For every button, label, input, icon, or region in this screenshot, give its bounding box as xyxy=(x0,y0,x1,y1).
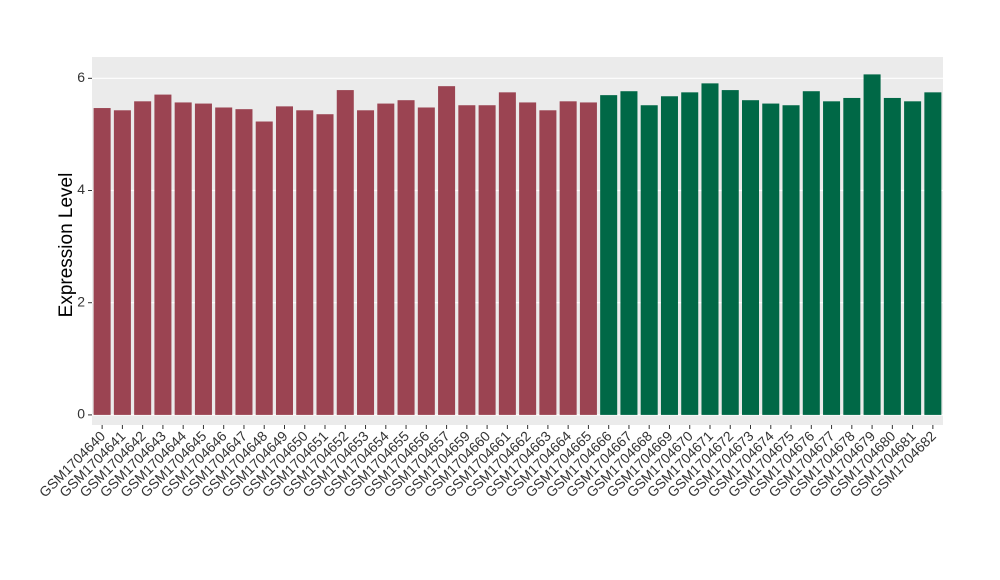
bar xyxy=(498,92,516,415)
bar xyxy=(377,103,395,415)
bar xyxy=(539,110,557,415)
bar xyxy=(275,106,293,415)
bar xyxy=(681,92,699,415)
bar xyxy=(478,105,496,415)
bar xyxy=(823,101,841,415)
bar xyxy=(336,90,354,415)
y-tick-label: 6 xyxy=(77,69,85,85)
bar xyxy=(235,109,253,415)
bar xyxy=(215,107,233,415)
bar xyxy=(559,101,577,415)
y-axis-title: Expression Level xyxy=(56,173,77,318)
bar xyxy=(620,91,638,415)
bar xyxy=(458,105,476,415)
bar xyxy=(93,108,111,415)
bar xyxy=(660,96,678,415)
y-tick-label: 2 xyxy=(77,293,85,309)
panel xyxy=(92,57,943,425)
bar xyxy=(904,101,922,415)
bar xyxy=(640,105,658,415)
bar xyxy=(397,100,415,415)
y-tick-label: 0 xyxy=(77,406,85,422)
bar xyxy=(721,90,739,415)
bar xyxy=(417,107,435,415)
bar xyxy=(863,74,881,415)
bar xyxy=(600,95,618,415)
bar xyxy=(316,114,334,415)
bar xyxy=(883,97,901,415)
bar xyxy=(113,110,131,415)
bar xyxy=(762,103,780,415)
bar xyxy=(255,121,273,415)
bar xyxy=(174,102,192,415)
bar xyxy=(194,103,212,415)
bar xyxy=(134,101,152,415)
bar xyxy=(579,102,597,415)
bar xyxy=(296,110,314,415)
y-tick-label: 4 xyxy=(77,181,85,197)
bar xyxy=(154,94,172,415)
bar xyxy=(802,91,820,415)
bar xyxy=(924,92,942,415)
bar xyxy=(843,97,861,415)
bar xyxy=(782,105,800,415)
bar xyxy=(438,86,456,415)
bar xyxy=(742,100,760,415)
bar xyxy=(701,83,719,415)
bar xyxy=(519,102,537,415)
bar xyxy=(357,110,375,415)
